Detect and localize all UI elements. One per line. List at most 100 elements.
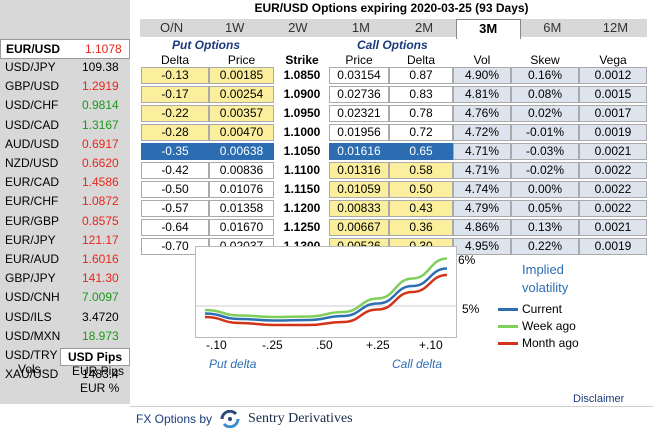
pair-row[interactable]: GBP/JPY 141.30	[0, 269, 130, 288]
cell-vega: 0.0022	[579, 162, 647, 179]
cell-put-delta[interactable]: -0.17	[141, 86, 209, 103]
cell-put-price[interactable]: 0.01358	[209, 200, 274, 217]
cell-put-price[interactable]: 0.01670	[209, 219, 274, 236]
cell-strike[interactable]: 1.1000	[283, 125, 321, 139]
pair-row[interactable]: GBP/USD 1.2919	[0, 77, 130, 96]
header-call-price: Price	[345, 53, 373, 67]
cell-call-price[interactable]: 0.03154	[329, 67, 389, 84]
cell-strike[interactable]: 1.0850	[283, 68, 321, 82]
cell-put-price[interactable]: 0.00470	[209, 124, 274, 141]
legend-swatch	[498, 325, 518, 328]
sentry-brand[interactable]: Sentry Derivatives	[248, 411, 353, 426]
tab-on[interactable]: O/N	[160, 20, 184, 35]
cell-put-delta[interactable]: -0.50	[141, 181, 209, 198]
cell-call-delta[interactable]: 0.36	[389, 219, 453, 236]
cell-strike[interactable]: 1.0900	[283, 87, 321, 101]
pair-row[interactable]: USD/CAD 1.3167	[0, 116, 130, 135]
pair-row[interactable]: AUD/USD 0.6917	[0, 135, 130, 154]
vols-option[interactable]: Vols	[18, 362, 41, 376]
tab-2w[interactable]: 2W	[288, 20, 308, 35]
cell-put-price[interactable]: 0.01076	[209, 181, 274, 198]
pair-rate: 0.8575	[82, 213, 119, 228]
cell-put-delta[interactable]: -0.35	[141, 143, 209, 160]
pair-row[interactable]: USD/CHF 0.9814	[0, 96, 130, 115]
cell-put-price[interactable]: 0.00357	[209, 105, 274, 122]
pair-row[interactable]: USD/JPY 109.38	[0, 58, 130, 77]
cell-strike[interactable]: 1.0950	[283, 106, 321, 120]
cell-put-delta[interactable]: -0.22	[141, 105, 209, 122]
cell-vega: 0.0019	[579, 238, 647, 255]
pair-row[interactable]: XAU/USD 1483.4	[0, 365, 130, 384]
cell-call-price[interactable]: 0.01316	[329, 162, 389, 179]
cell-call-delta[interactable]: 0.58	[389, 162, 453, 179]
tab-1m[interactable]: 1M	[351, 20, 370, 35]
pair-row[interactable]: USD/CNH 7.0097	[0, 288, 130, 307]
cell-call-price[interactable]: 0.00667	[329, 219, 389, 236]
cell-skew: -0.01%	[511, 124, 579, 141]
tab-12m[interactable]: 12M	[602, 20, 629, 35]
cell-vol: 4.79%	[453, 200, 511, 217]
series-line-month-ago	[204, 273, 448, 327]
cell-call-price[interactable]: 0.02321	[329, 105, 389, 122]
pair-rate: 7.0097	[82, 290, 119, 305]
cell-call-price[interactable]: 0.01956	[329, 124, 389, 141]
cell-put-delta[interactable]: -0.42	[141, 162, 209, 179]
cell-skew: 0.02%	[511, 105, 579, 122]
pair-row[interactable]: EUR/AUD 1.6016	[0, 250, 130, 269]
x-tick-label: .50	[316, 338, 333, 352]
cell-put-price[interactable]: 0.00185	[209, 67, 274, 84]
cell-call-price[interactable]: 0.02736	[329, 86, 389, 103]
pair-rate: 121.17	[82, 232, 119, 247]
cell-put-price[interactable]: 0.00638	[209, 143, 274, 160]
tab-2m[interactable]: 2M	[415, 20, 434, 35]
cell-call-delta[interactable]: 0.83	[389, 86, 453, 103]
pair-row[interactable]: NZD/USD 0.6620	[0, 154, 130, 173]
pair-rate: 1.3167	[82, 117, 119, 132]
cell-call-price[interactable]: 0.01059	[329, 181, 389, 198]
cell-call-delta[interactable]: 0.65	[389, 143, 453, 160]
pair-rate: 141.30	[82, 271, 119, 286]
eur-pips-option[interactable]: EUR Pips	[72, 364, 125, 378]
pair-rate: 1.0872	[82, 194, 119, 209]
cell-put-delta[interactable]: -0.57	[141, 200, 209, 217]
legend-title: Implied volatility	[522, 261, 574, 297]
pair-row[interactable]: EUR/JPY 121.17	[0, 231, 130, 250]
tab-1w[interactable]: 1W	[224, 20, 245, 35]
pair-label: USD/CNH	[5, 290, 60, 305]
tab-6m[interactable]: 6M	[543, 20, 562, 35]
pair-row[interactable]: EUR/CAD 1.4586	[0, 173, 130, 192]
cell-call-delta[interactable]: 0.87	[389, 67, 453, 84]
pair-label: GBP/JPY	[5, 271, 56, 286]
cell-vol: 4.81%	[453, 86, 511, 103]
cell-put-price[interactable]: 0.00254	[209, 86, 274, 103]
legend-swatch	[498, 342, 518, 345]
cell-call-price[interactable]: 0.01616	[329, 143, 389, 160]
usd-pips-button[interactable]: USD Pips	[60, 348, 130, 366]
pair-row[interactable]: USD/ILS 3.4720	[0, 308, 130, 327]
disclaimer-link[interactable]: Disclaimer	[573, 393, 625, 405]
pair-row[interactable]: USD/MXN 18.973	[0, 327, 130, 346]
eur-pct-option[interactable]: EUR %	[80, 381, 120, 395]
selected-pair-row[interactable]: EUR/USD 1.1078	[0, 39, 130, 59]
cell-strike[interactable]: 1.1100	[283, 163, 321, 177]
pair-label: USD/CHF	[5, 98, 59, 113]
cell-strike[interactable]: 1.1050	[283, 144, 321, 158]
pair-row[interactable]: EUR/CHF 1.0872	[0, 192, 130, 211]
cell-put-delta[interactable]: -0.13	[141, 67, 209, 84]
cell-call-price[interactable]: 0.00833	[329, 200, 389, 217]
cell-vol: 4.71%	[453, 162, 511, 179]
cell-vol: 4.71%	[453, 143, 511, 160]
cell-call-delta[interactable]: 0.72	[389, 124, 453, 141]
cell-strike[interactable]: 1.1150	[283, 182, 321, 196]
cell-call-delta[interactable]: 0.50	[389, 181, 453, 198]
cell-put-price[interactable]: 0.00836	[209, 162, 274, 179]
cell-call-delta[interactable]: 0.43	[389, 200, 453, 217]
cell-put-delta[interactable]: -0.28	[141, 124, 209, 141]
tab-3m[interactable]: 3M	[455, 19, 521, 39]
cell-put-delta[interactable]: -0.64	[141, 219, 209, 236]
cell-strike[interactable]: 1.1200	[283, 201, 321, 215]
legend-swatch	[498, 308, 518, 311]
cell-call-delta[interactable]: 0.78	[389, 105, 453, 122]
cell-strike[interactable]: 1.1250	[283, 220, 321, 234]
pair-row[interactable]: EUR/GBP 0.8575	[0, 212, 130, 231]
